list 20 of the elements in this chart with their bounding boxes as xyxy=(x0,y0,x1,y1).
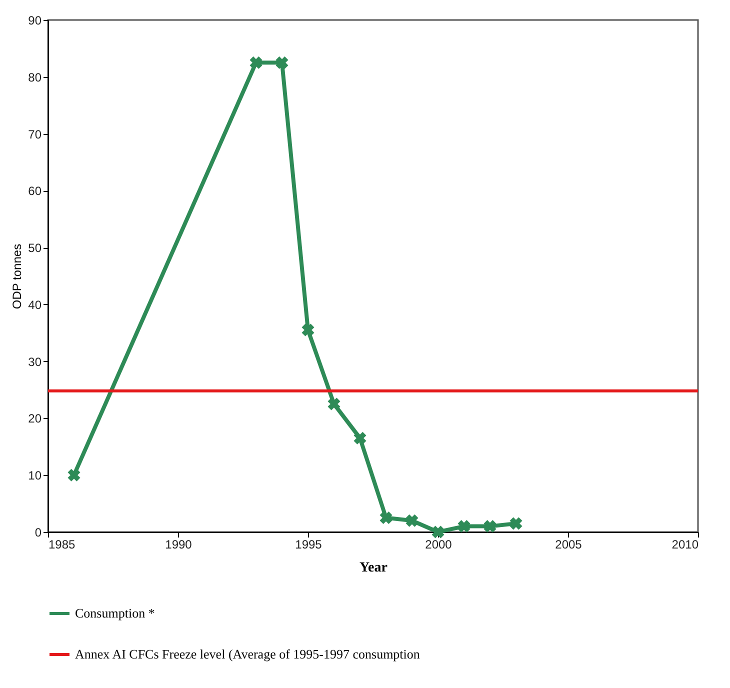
x-tick-label: 2005 xyxy=(555,538,582,552)
y-tick-label: 50 xyxy=(28,241,42,256)
legend-label: Consumption * xyxy=(75,606,155,620)
x-tick-label: 1985 xyxy=(48,538,76,552)
x-tick-label: 2010 xyxy=(672,538,699,552)
legend-label: Annex AI CFCs Freeze level (Average of 1995-1997 consumption xyxy=(75,646,420,662)
x-axis-title: Year xyxy=(360,560,388,576)
y-tick-label: 30 xyxy=(28,354,42,369)
y-tick-label: 60 xyxy=(28,184,42,198)
x-tick-label: 1990 xyxy=(165,538,192,552)
y-tick-label: 10 xyxy=(28,468,42,483)
y-tick-label: 70 xyxy=(28,127,42,142)
y-tick-label: 80 xyxy=(28,70,42,84)
y-tick-label: 0 xyxy=(34,526,42,540)
y-axis-title: ODP tonnes xyxy=(10,244,24,310)
y-tick-label: 40 xyxy=(28,298,42,312)
x-tick-label: 1995 xyxy=(295,538,322,552)
y-tick-label: 90 xyxy=(28,14,42,28)
x-tick-label: 2000 xyxy=(425,538,452,552)
y-tick-label: 20 xyxy=(28,412,42,426)
